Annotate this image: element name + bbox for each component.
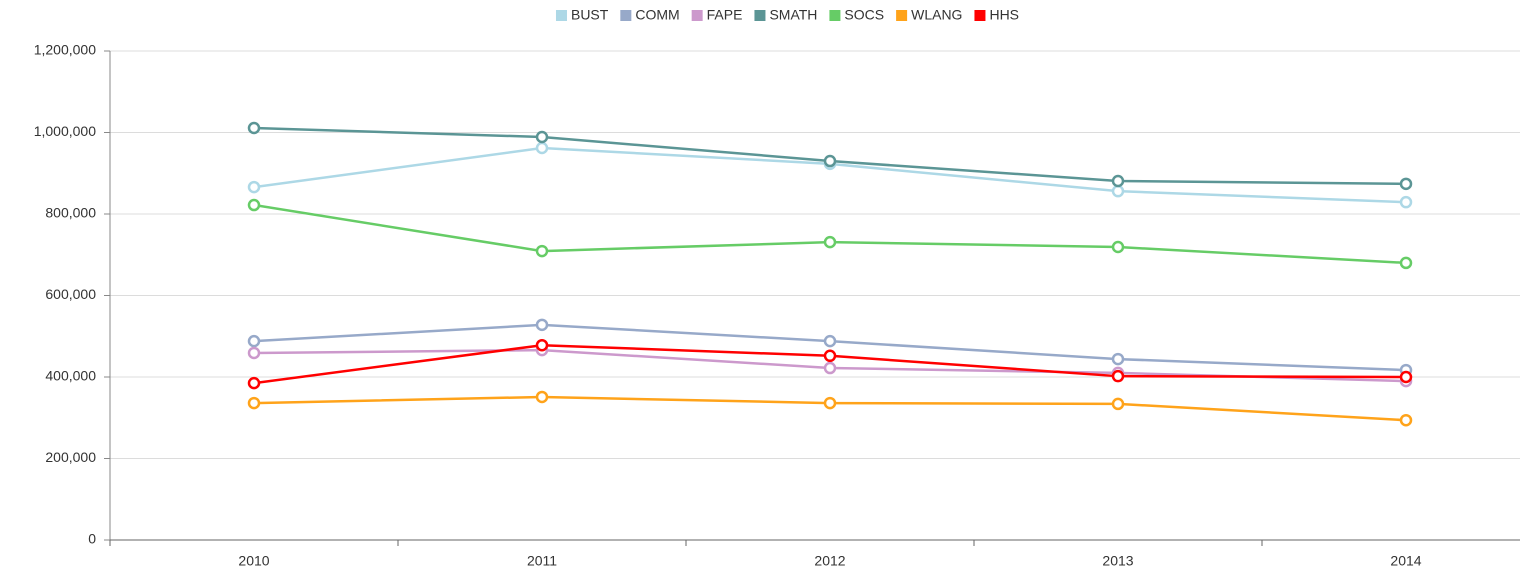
point bbox=[1399, 413, 1413, 427]
point bbox=[535, 390, 549, 404]
point bbox=[247, 396, 261, 410]
legend: BUST COMM FAPE SMATH SOCS WLANG HHS bbox=[555, 7, 1019, 23]
point bbox=[535, 318, 549, 332]
x-tick-label: 2010 bbox=[238, 553, 269, 569]
point bbox=[1111, 240, 1125, 254]
legend-label: WLANG bbox=[911, 7, 962, 23]
legend-label: HHS bbox=[989, 7, 1019, 23]
point bbox=[247, 198, 261, 212]
x-tick-label: 2011 bbox=[527, 553, 557, 569]
point bbox=[1399, 256, 1413, 270]
legend-label: BUST bbox=[571, 7, 609, 23]
x-tick-label: 2013 bbox=[1102, 553, 1133, 569]
point bbox=[1111, 174, 1125, 188]
point bbox=[247, 376, 261, 390]
legend-label: COMM bbox=[635, 7, 679, 23]
point bbox=[535, 130, 549, 144]
legend-swatch bbox=[754, 10, 766, 21]
point bbox=[247, 346, 261, 360]
point bbox=[247, 121, 261, 135]
y-tick-label: 600,000 bbox=[45, 286, 96, 302]
legend-label: FAPE bbox=[707, 7, 743, 23]
y-tick-label: 0 bbox=[88, 531, 96, 547]
point bbox=[823, 396, 837, 410]
point bbox=[535, 141, 549, 155]
legend-swatch bbox=[829, 10, 841, 21]
point bbox=[1111, 352, 1125, 366]
legend-label: SMATH bbox=[769, 7, 817, 23]
legend-swatch bbox=[620, 10, 632, 21]
legend-swatch bbox=[555, 10, 567, 21]
legend-swatch bbox=[691, 10, 703, 21]
x-tick-label: 2014 bbox=[1390, 553, 1421, 569]
point bbox=[247, 334, 261, 348]
point bbox=[1399, 370, 1413, 384]
point bbox=[535, 244, 549, 258]
point bbox=[247, 180, 261, 194]
point bbox=[823, 334, 837, 348]
y-tick-label: 800,000 bbox=[45, 205, 96, 221]
y-tick-label: 1,200,000 bbox=[34, 42, 96, 58]
point bbox=[1399, 195, 1413, 209]
legend-label: SOCS bbox=[844, 7, 884, 23]
point bbox=[823, 154, 837, 168]
legend-swatch bbox=[896, 10, 908, 21]
y-tick-label: 400,000 bbox=[45, 368, 96, 384]
point bbox=[535, 338, 549, 352]
point bbox=[1111, 369, 1125, 383]
point bbox=[823, 349, 837, 363]
point bbox=[1111, 184, 1125, 198]
y-tick-label: 1,000,000 bbox=[34, 123, 96, 139]
point bbox=[823, 235, 837, 249]
point bbox=[1399, 177, 1413, 191]
y-tick-label: 200,000 bbox=[45, 449, 96, 465]
point bbox=[1111, 397, 1125, 411]
point bbox=[823, 361, 837, 375]
x-tick-label: 2012 bbox=[814, 553, 845, 569]
legend-swatch bbox=[974, 10, 986, 21]
